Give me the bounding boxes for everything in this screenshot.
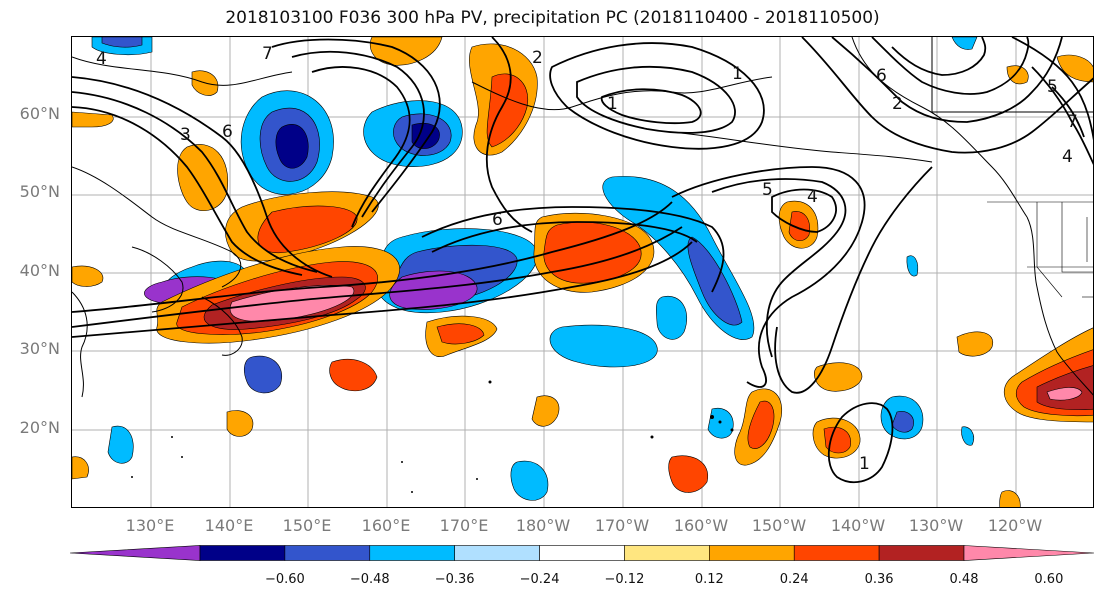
lon-label: 160°W — [673, 516, 729, 535]
lon-label: 160°E — [361, 516, 411, 535]
colorbar-segment — [624, 545, 710, 561]
lon-label: 170°E — [439, 516, 489, 535]
lat-label: 30°N — [19, 339, 60, 358]
contour-label: 4 — [1062, 147, 1073, 167]
colorbar-segment — [963, 545, 1094, 561]
contour-label: 6 — [876, 66, 887, 86]
islands — [131, 380, 734, 493]
colorbar-tick-label: −0.36 — [434, 572, 475, 587]
contour-label: 6 — [492, 210, 503, 230]
lat-label: 20°N — [19, 418, 60, 437]
map-title: 2018103100 F036 300 hPa PV, precipitatio… — [225, 8, 880, 28]
colorbar-segment — [454, 545, 540, 561]
colorbar-tick-label: 0.24 — [779, 572, 809, 587]
colorbar-segments — [70, 545, 1094, 561]
state-borders — [987, 201, 1093, 298]
colorbar — [70, 545, 1094, 561]
colorbar-tick-label: 0.36 — [864, 572, 894, 587]
contour-label: 2 — [892, 94, 903, 114]
colorbar-tick-label: 0.60 — [1034, 572, 1064, 587]
lon-label: 150°W — [751, 516, 807, 535]
lon-label: 130°W — [908, 516, 964, 535]
lat-label: 50°N — [19, 182, 60, 201]
contour-label: 7 — [1067, 112, 1078, 132]
lon-label: 150°E — [282, 516, 332, 535]
lon-label: 130°E — [125, 516, 175, 535]
colorbar-tick-label: −0.48 — [349, 572, 390, 587]
colorbar-tick-label: −0.12 — [604, 572, 645, 587]
colorbar-segment — [70, 545, 201, 561]
contour-label: 5 — [762, 180, 773, 200]
colorbar-tick-label: 0.48 — [949, 572, 979, 587]
colorbar-tick-label: 0.12 — [694, 572, 724, 587]
contour-label: 1 — [859, 454, 870, 474]
colorbar-segment — [878, 545, 965, 561]
contour-label: 1 — [732, 64, 743, 84]
contour-label: 4 — [96, 49, 107, 69]
colorbar-segment — [199, 545, 286, 561]
contour-label: 7 — [262, 44, 273, 64]
contour-label: 2 — [532, 48, 543, 68]
lon-label: 120°W — [987, 516, 1043, 535]
contour-labels: 4 7 3 6 6 2 1 1 5 4 6 5 2 7 4 1 — [96, 44, 1078, 474]
lat-label: 40°N — [19, 261, 60, 280]
colorbar-tick-label: −0.24 — [519, 572, 560, 587]
contour-label: 1 — [607, 94, 618, 114]
lat-label: 60°N — [19, 104, 60, 123]
contour-label: 6 — [222, 122, 233, 142]
lon-label: 140°E — [204, 516, 254, 535]
contour-label: 4 — [807, 187, 818, 207]
precip-negative — [91, 37, 978, 501]
colorbar-segment — [284, 545, 371, 561]
lon-label: 180°W — [515, 516, 571, 535]
map-panel: 4 7 3 6 6 2 1 1 5 4 6 5 2 7 4 1 — [71, 36, 1094, 508]
contour-label: 3 — [180, 125, 191, 145]
pv-contours — [72, 37, 1093, 484]
colorbar-segment — [709, 545, 795, 561]
map-canvas: 4 7 3 6 6 2 1 1 5 4 6 5 2 7 4 1 — [72, 37, 1093, 507]
colorbar-segment — [369, 545, 455, 561]
colorbar-segment — [793, 545, 880, 561]
colorbar-tick-label: −0.60 — [264, 572, 305, 587]
lon-label: 140°W — [830, 516, 886, 535]
colorbar-segment — [539, 545, 625, 561]
lon-label: 170°W — [594, 516, 650, 535]
coastlines — [72, 37, 1093, 398]
contour-label: 5 — [1047, 77, 1058, 97]
